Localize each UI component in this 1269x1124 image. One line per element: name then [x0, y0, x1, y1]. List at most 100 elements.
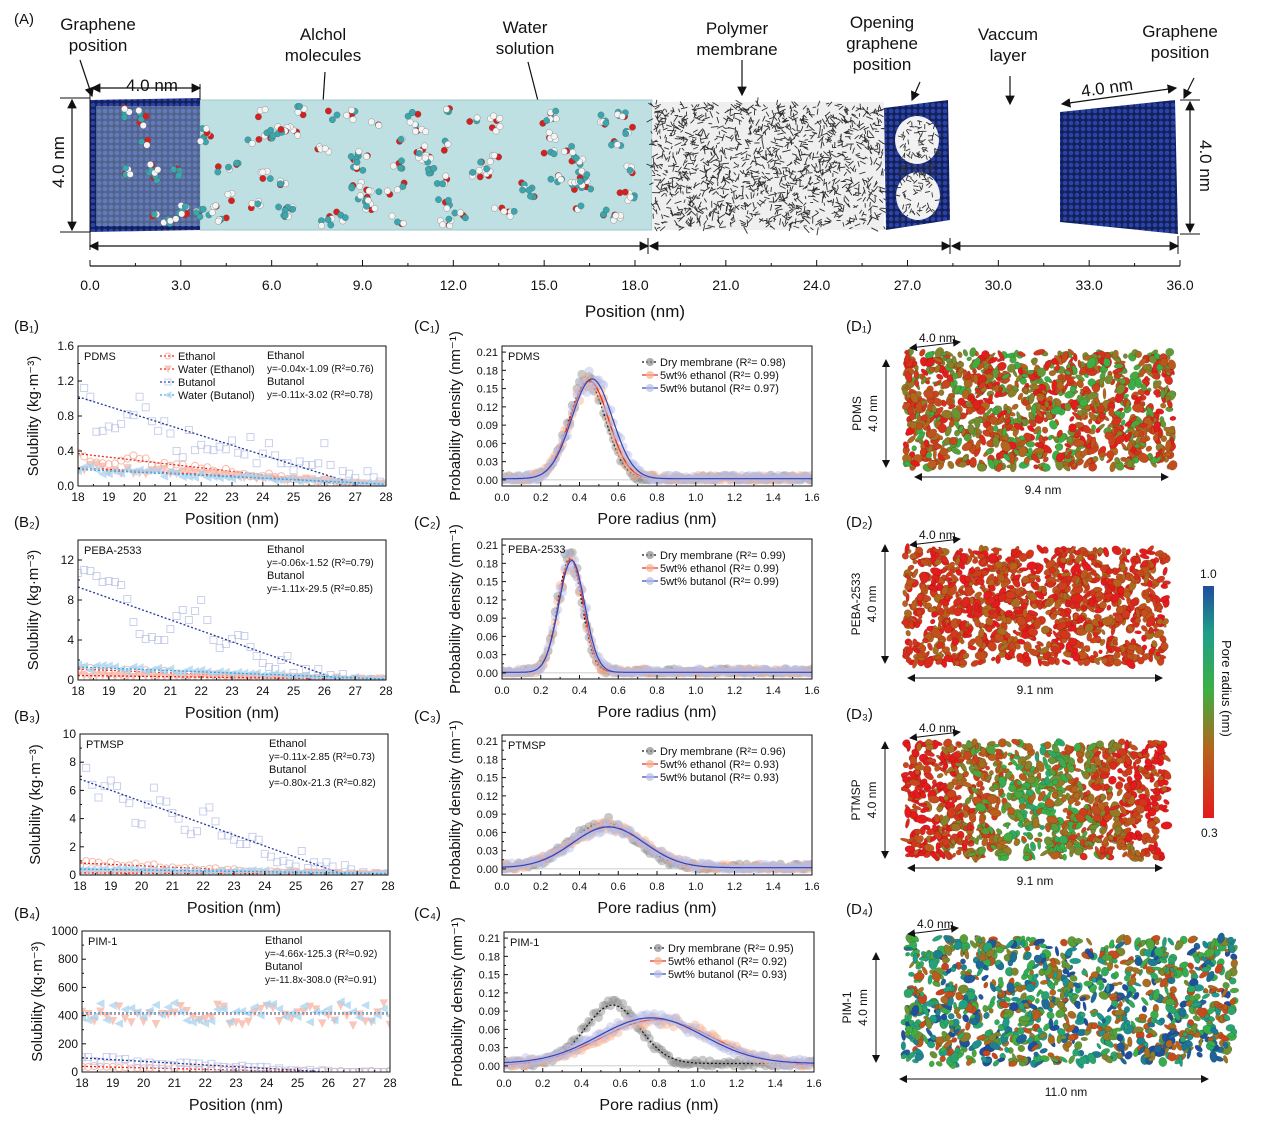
scatter-point — [717, 472, 727, 482]
scatter-point — [168, 808, 177, 817]
scatter-point — [86, 392, 95, 401]
x-tick-label: 0.4 — [572, 492, 587, 504]
y-tick-label: 0.12 — [479, 988, 500, 1000]
scatter-point — [166, 625, 175, 633]
scatter-point — [252, 459, 261, 468]
equation-name: Butanol — [267, 376, 304, 388]
annotation-pointer-arrow — [79, 59, 94, 98]
opening-graphene-slab — [884, 100, 950, 230]
scatter-point — [80, 566, 89, 574]
scatter-point — [151, 1019, 161, 1029]
scatter-point — [98, 426, 107, 435]
axis-tick-label: 24.0 — [803, 277, 830, 293]
scatter-point — [773, 475, 783, 485]
scatter-point — [354, 1013, 364, 1022]
scatter-point — [80, 384, 89, 392]
scatter-point — [156, 796, 165, 805]
pore-network-image — [901, 347, 1178, 473]
fit-line — [82, 1065, 314, 1072]
chart-c4: (C₄) 0.0 0.2 0.4 0.6 0.8 1.0 1.2 1.4 1.6 0.00 0.03 0… — [414, 905, 822, 1114]
y-tick-label: 4 — [69, 812, 76, 826]
scatter-point — [761, 475, 771, 485]
scatter-point — [159, 465, 169, 474]
axis-tick-label: 21.0 — [712, 277, 739, 293]
legend: Dry membrane (R²= 0.99)5wt% ethanol (R²=… — [642, 550, 786, 588]
colorbar-gradient — [1203, 586, 1214, 818]
x-tick-label: 28 — [383, 1076, 397, 1090]
x-tick-label: 0.2 — [533, 492, 548, 504]
y-tick-label: 8 — [69, 755, 76, 769]
y-tick-label: 400 — [58, 1009, 78, 1023]
scatter-point — [138, 1012, 148, 1022]
scatter-point — [161, 864, 171, 874]
scatter-point — [145, 1058, 154, 1067]
scatter-point — [137, 820, 146, 829]
x-axis-title: Pore radius (nm) — [599, 1097, 718, 1114]
scatter-point — [147, 417, 156, 426]
scatter-point — [108, 1001, 117, 1010]
scatter-point — [504, 473, 514, 483]
scatter-point — [693, 473, 703, 483]
x-tick-label: 25 — [287, 490, 301, 504]
scatter-point — [256, 1011, 265, 1020]
scatter-point — [310, 858, 319, 867]
scatter-point — [193, 827, 202, 836]
scatter-point — [312, 1068, 321, 1072]
scatter-point — [110, 578, 119, 586]
legend-entry: 5wt% ethanol (R²= 0.99) — [660, 370, 779, 382]
material-name: PEBA-2533 — [849, 572, 863, 635]
plot-frame — [79, 733, 389, 876]
legend-entry: 5wt% butanol (R²= 0.93) — [660, 772, 779, 784]
dimension-length: 9.1 nm — [1017, 683, 1054, 697]
graphene-left-slab — [90, 98, 200, 232]
legend-entry: Dry membrane (R²= 0.95) — [668, 943, 794, 955]
scatter-point — [147, 633, 156, 641]
scatter-point — [215, 442, 224, 451]
scatter-point — [342, 1000, 351, 1010]
annotation-vacuum: layer — [990, 46, 1027, 65]
scatter-point — [297, 847, 306, 856]
pore-radius-colorbar: 1.0 0.3 Pore radius (nm) — [1200, 567, 1234, 840]
x-tick-label: 25 — [287, 684, 301, 698]
panel-label-c3: (C₃) — [414, 708, 441, 725]
scatter-point — [135, 392, 144, 401]
scatter-point — [206, 1016, 216, 1026]
series-butanol — [80, 763, 388, 875]
y-axis-title: Solubility (kg·m⁻³) — [29, 941, 46, 1061]
legend-entry: 5wt% ethanol (R²= 0.99) — [660, 563, 779, 575]
annotation-alcohol: molecules — [285, 46, 362, 65]
scatter-point — [256, 1004, 265, 1014]
scatter-point — [228, 635, 236, 643]
scatter-point — [120, 1005, 130, 1014]
scatter-point — [169, 998, 179, 1008]
y-tick-label: 0.09 — [479, 1006, 500, 1018]
scatter-point — [102, 1015, 111, 1025]
scatter-point — [314, 459, 323, 468]
x-tick-label: 0.8 — [649, 881, 664, 893]
plot-frame — [77, 345, 387, 487]
scatter-point — [366, 1016, 376, 1025]
x-tick-label: 20 — [133, 490, 147, 504]
scatter-point — [582, 603, 592, 613]
fit-line — [78, 666, 386, 680]
scatter-point — [164, 352, 172, 360]
scatter-point — [258, 449, 267, 458]
scatter-point — [164, 1060, 173, 1069]
scatter-point — [276, 475, 286, 485]
scatter-point — [367, 1068, 376, 1072]
y-tick-label: 0.03 — [477, 650, 498, 662]
scatter-point — [252, 668, 261, 678]
y-tick-label: 0 — [69, 868, 76, 882]
scatter-point — [88, 780, 97, 789]
chart-b4: (B₄) 18 19 20 21 22 23 24 25 26 27 28 0 200 400 600 800 1… — [14, 905, 397, 1114]
y-tick-label: 0.18 — [479, 951, 500, 963]
scatter-point — [209, 636, 218, 644]
panel-label-b1: (B₁) — [14, 318, 39, 335]
scatter-point — [676, 475, 686, 485]
dimension-right-height: 4.0 nm — [1196, 140, 1215, 192]
scatter-point — [104, 422, 113, 431]
pore-network-image — [900, 932, 1240, 1069]
scatter-point — [246, 433, 255, 441]
x-tick-label: 26 — [322, 1076, 336, 1090]
scatter-point — [342, 1068, 351, 1072]
